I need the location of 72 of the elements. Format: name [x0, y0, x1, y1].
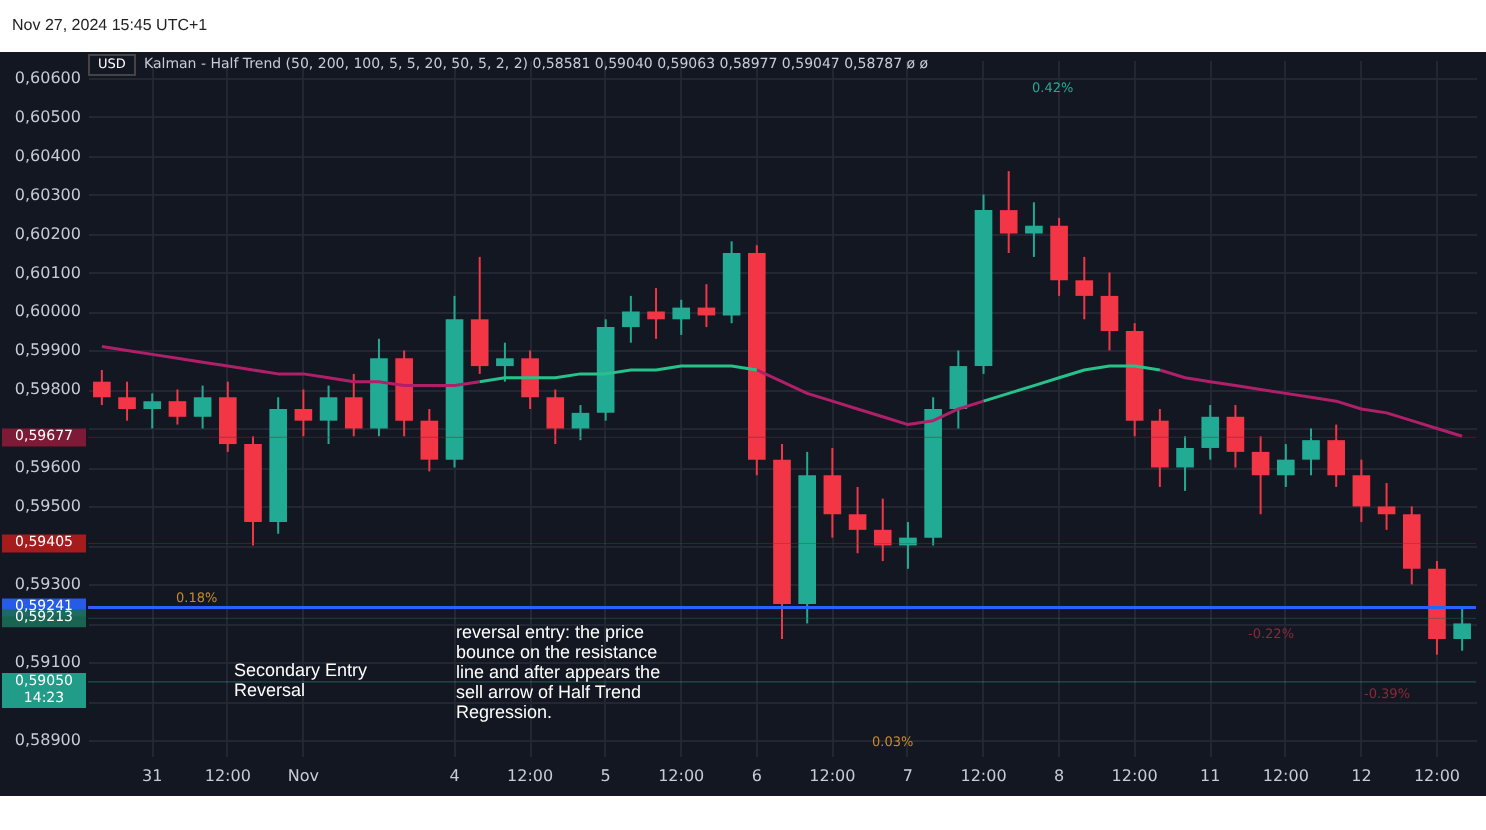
y-tick-label: 0,59600 [14, 458, 81, 477]
y-tick-label: 0,60600 [14, 68, 81, 87]
candlestick [1251, 435, 1270, 516]
candlestick [823, 446, 842, 539]
annotation: Secondary Entry Reversal [234, 660, 370, 702]
candlestick [1352, 458, 1371, 524]
x-tick-label: 11 [1200, 767, 1221, 785]
candlestick [999, 170, 1018, 255]
y-tick-label: 0,59900 [14, 341, 81, 360]
candlestick [1453, 606, 1471, 652]
x-tick-label: 8 [1054, 767, 1065, 785]
y-tick-label: 0,59300 [14, 575, 81, 594]
candlestick [1226, 404, 1245, 469]
candlestick [1075, 255, 1094, 321]
candlestick [496, 341, 514, 383]
y-tick-label: 0,59100 [14, 653, 81, 672]
y-tick-label: 0,60200 [14, 224, 81, 243]
annotation: reversal entry: the price bounce on the resistance line and after appears the sell arrow of Half Trend Regression. [456, 622, 663, 723]
y-tick-label: 0,60100 [14, 263, 81, 282]
y-tick-label: 0,58900 [14, 731, 81, 750]
candlestick [1201, 404, 1220, 461]
x-tick-label: 12:00 [1262, 767, 1309, 785]
candlestick [143, 392, 162, 430]
candlestick [193, 384, 212, 430]
candlestick [1302, 427, 1320, 477]
x-tick-label: 12:00 [507, 767, 554, 785]
x-tick-label: 4 [449, 767, 460, 785]
candlestick [1176, 435, 1194, 492]
x-tick-label: 12:00 [1413, 767, 1461, 785]
x-tick-label: 12:00 [658, 767, 705, 785]
candlestick [168, 388, 187, 426]
x-tick-label: Nov [287, 767, 320, 785]
y-tick-label: 0,60300 [14, 185, 81, 204]
x-tick-label: 7 [902, 767, 914, 785]
x-tick-label: 5 [600, 767, 611, 785]
candlestick [118, 380, 136, 422]
candlestick [93, 368, 111, 407]
candlestick [1100, 271, 1119, 352]
x-tick-label: 12:00 [960, 767, 1007, 785]
x-tick-label: 12:00 [809, 767, 856, 785]
candlestick [647, 287, 665, 340]
x-tick-label: 12 [1351, 767, 1372, 785]
candlestick [420, 407, 439, 473]
candlestick [622, 294, 640, 344]
candlestick [470, 255, 489, 375]
candlestick [1327, 423, 1346, 488]
y-tick-label: 0,60000 [14, 302, 81, 321]
candlestick [672, 298, 691, 336]
candlestick [571, 404, 590, 442]
y-tick-label: 0,60500 [14, 107, 81, 126]
candlestick [1276, 443, 1295, 488]
candlestick [319, 384, 338, 446]
candlestick [294, 388, 313, 438]
y-tick-label: 0,59500 [14, 497, 81, 516]
chart-subtitle: Nov 27, 2024 15:45 UTC+1 [10, 14, 210, 38]
candlestick [521, 349, 539, 410]
candlestick [899, 521, 917, 570]
y-tick-label: 0,59800 [14, 380, 81, 399]
candlestick [344, 372, 363, 438]
x-tick-label: 12:00 [1111, 767, 1158, 785]
x-tick-label: 6 [751, 767, 762, 785]
candlestick [546, 388, 565, 446]
candlestick [949, 349, 968, 430]
x-tick-label: 12:00 [204, 767, 251, 785]
y-tick-label: 0,60400 [14, 146, 81, 165]
candlestick [218, 380, 237, 453]
candlestick [848, 485, 867, 555]
candlestick [1377, 482, 1396, 531]
candlestick [1025, 201, 1043, 258]
candlestick [873, 497, 892, 563]
x-tick-label: 31 [142, 767, 163, 785]
candlestick [1151, 407, 1169, 488]
